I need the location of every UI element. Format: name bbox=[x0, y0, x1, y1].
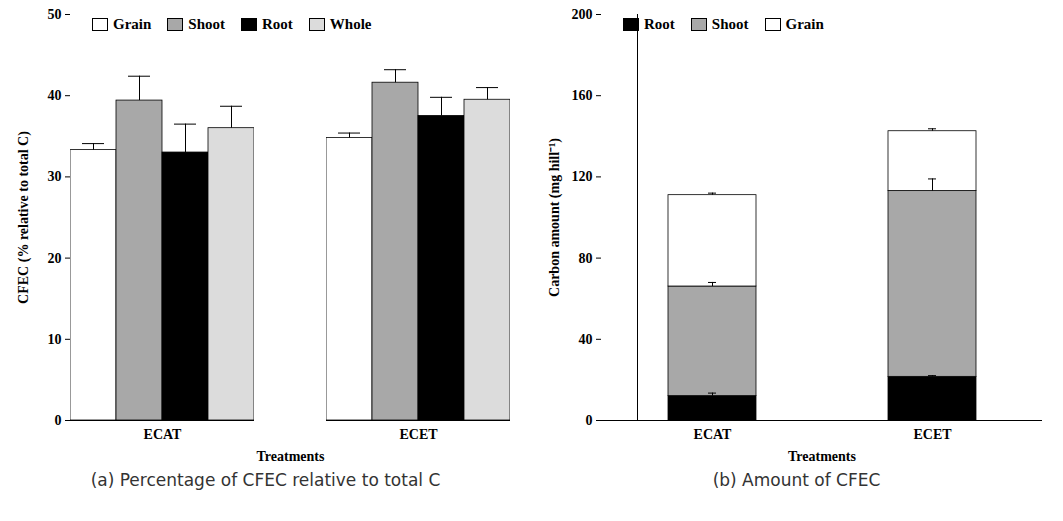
html-text:(a) Percentage of CFEC relativ: (a) Percentage of CFEC relative to total… bbox=[90, 470, 441, 490]
svg-text:0: 0 bbox=[55, 413, 62, 428]
svg-text:ECAT: ECAT bbox=[694, 427, 733, 442]
svg-text:50: 50 bbox=[48, 7, 62, 22]
svg-text:160: 160 bbox=[572, 88, 593, 103]
svg-text:Carbon amount (mg hill⁻¹): Carbon amount (mg hill⁻¹) bbox=[547, 138, 563, 297]
html-text:Root: Root bbox=[644, 16, 675, 32]
svg-text:10: 10 bbox=[48, 332, 62, 347]
svg-text:CFEC (% relative to total C): CFEC (% relative to total C) bbox=[16, 131, 32, 304]
svg-text:200: 200 bbox=[572, 7, 593, 22]
html-text:(b) Amount of CFEC: (b) Amount of CFEC bbox=[712, 470, 881, 490]
svg-text:80: 80 bbox=[579, 251, 593, 266]
svg-text:Treatments: Treatments bbox=[788, 449, 856, 464]
html-text:Grain: Grain bbox=[785, 16, 824, 32]
html-text:Shoot: Shoot bbox=[188, 16, 225, 32]
svg-text:ECAT: ECAT bbox=[144, 427, 183, 442]
svg-text:Treatments: Treatments bbox=[257, 449, 325, 464]
svg-text:0: 0 bbox=[586, 413, 593, 428]
html-text:Shoot: Shoot bbox=[711, 16, 749, 32]
svg-text:ECET: ECET bbox=[399, 427, 438, 442]
svg-text:40: 40 bbox=[579, 332, 593, 347]
html-text:Root: Root bbox=[262, 16, 293, 32]
svg-text:40: 40 bbox=[48, 88, 62, 103]
svg-text:30: 30 bbox=[48, 169, 62, 184]
html-text:Whole: Whole bbox=[329, 16, 372, 32]
html-text:Grain: Grain bbox=[113, 16, 152, 32]
svg-text:20: 20 bbox=[48, 251, 62, 266]
svg-text:ECET: ECET bbox=[913, 427, 952, 442]
svg-text:120: 120 bbox=[572, 169, 593, 184]
